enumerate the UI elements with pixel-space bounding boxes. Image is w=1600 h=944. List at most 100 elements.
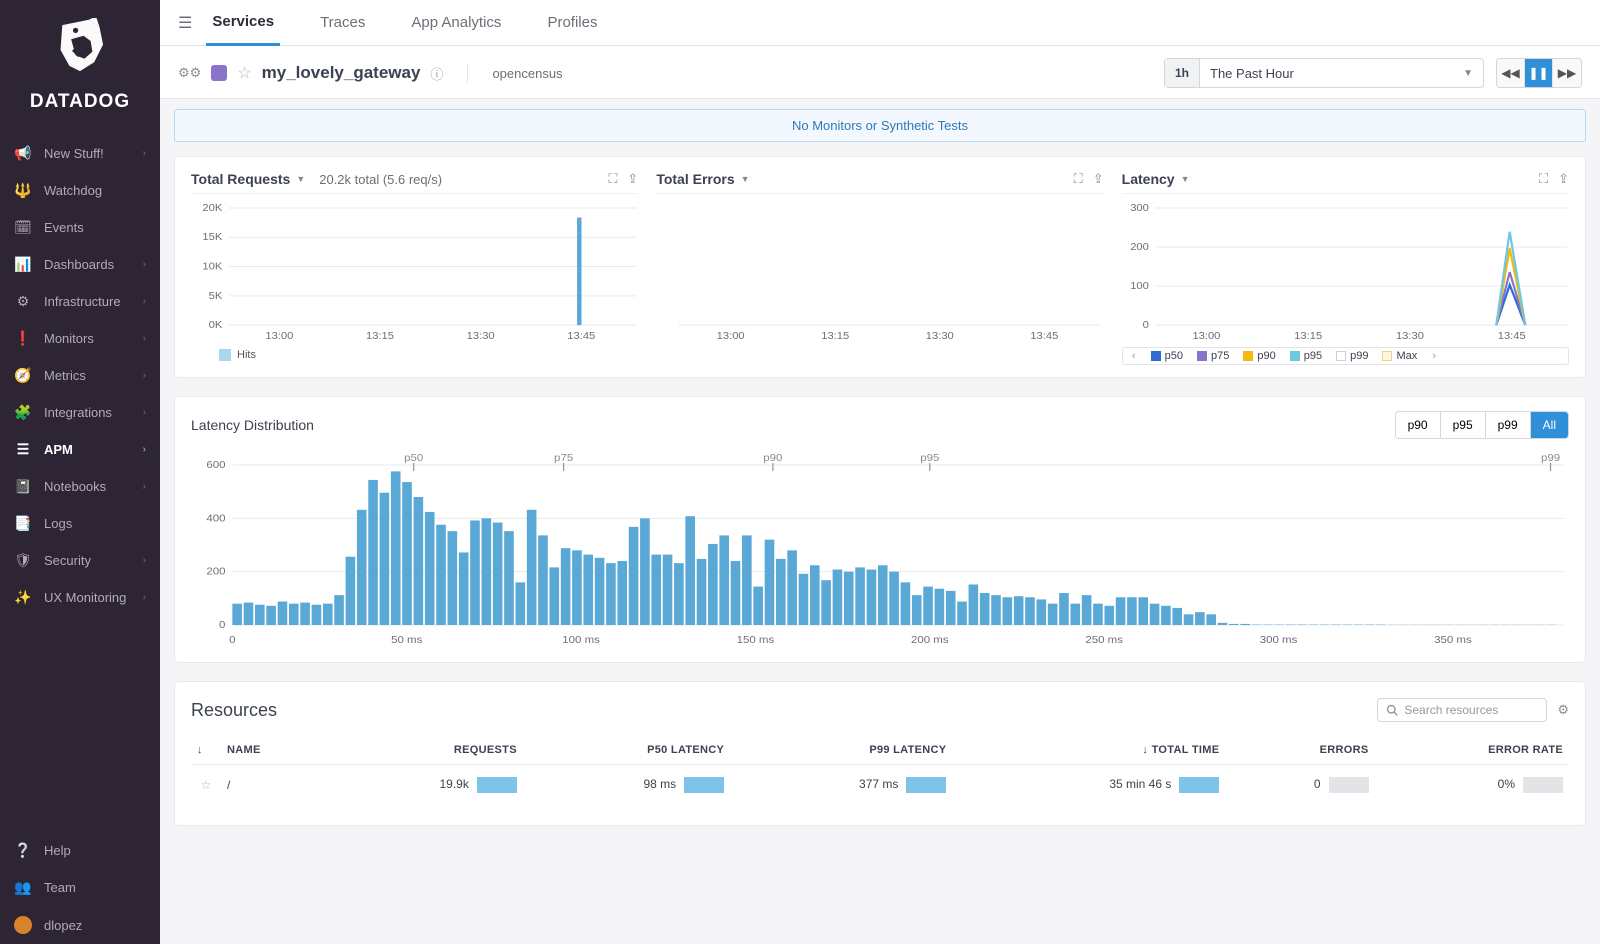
svg-text:p50: p50 xyxy=(404,453,423,464)
resources-panel: Resources Search resources ⚙ ↓NAMEREQUES… xyxy=(174,681,1586,826)
content-scroll: No Monitors or Synthetic Tests Total Req… xyxy=(160,99,1600,944)
legend-label: p99 xyxy=(1350,350,1368,362)
sidebar-item-ux-monitoring[interactable]: ✨UX Monitoring› xyxy=(0,579,160,616)
chevron-right-icon: › xyxy=(143,148,146,159)
column-header[interactable]: ERROR RATE xyxy=(1375,736,1569,765)
svg-text:13:00: 13:00 xyxy=(1192,331,1220,342)
nav-icon: ❔ xyxy=(14,842,32,859)
column-header[interactable]: ↓ xyxy=(191,736,221,765)
sidebar-item-team[interactable]: 👥Team xyxy=(0,869,160,906)
legend-prev-icon[interactable]: ‹ xyxy=(1127,350,1141,362)
nav-icon: 📓 xyxy=(14,478,32,495)
sidebar-item-security[interactable]: 🛡Security› xyxy=(0,542,160,579)
logo[interactable]: DATADOG xyxy=(0,0,160,127)
expand-icon[interactable]: ⛶ xyxy=(1074,171,1083,187)
sidebar-item-help[interactable]: ❔Help xyxy=(0,832,160,869)
sidebar-item-new-stuff-[interactable]: 📢New Stuff!› xyxy=(0,135,160,172)
legend-color-box xyxy=(1243,351,1253,361)
percentile-btn-all[interactable]: All xyxy=(1531,412,1568,438)
column-header[interactable]: ERRORS xyxy=(1225,736,1374,765)
percentile-btn-p90[interactable]: p90 xyxy=(1396,412,1441,438)
expand-icon[interactable]: ⛶ xyxy=(608,171,617,187)
chevron-down-icon[interactable]: ▼ xyxy=(296,174,305,184)
sidebar-item-metrics[interactable]: 🧭Metrics› xyxy=(0,357,160,394)
error-rate-cell: 0% xyxy=(1375,765,1569,806)
sidebar-user[interactable]: dlopez xyxy=(0,906,160,944)
requests-cell: 19.9k xyxy=(323,765,523,806)
sidebar-item-infrastructure[interactable]: ⚙Infrastructure› xyxy=(0,283,160,320)
svg-text:20K: 20K xyxy=(202,204,222,214)
p99-cell: 377 ms xyxy=(730,765,952,806)
percentile-btn-p95[interactable]: p95 xyxy=(1441,412,1486,438)
forward-button[interactable]: ▶▶ xyxy=(1553,59,1581,87)
settings-gears-icon[interactable]: ⚙⚙ xyxy=(178,65,201,81)
percentile-btn-p99[interactable]: p99 xyxy=(1486,412,1531,438)
rewind-button[interactable]: ◀◀ xyxy=(1497,59,1525,87)
legend-item-p95[interactable]: p95 xyxy=(1286,350,1326,362)
svg-text:600: 600 xyxy=(206,460,225,471)
sidebar-item-dashboards[interactable]: 📊Dashboards› xyxy=(0,246,160,283)
column-header[interactable]: ↓ TOTAL TIME xyxy=(952,736,1225,765)
sidebar-item-notebooks[interactable]: 📓Notebooks› xyxy=(0,468,160,505)
chart-total-errors: Total Errors ▼ ⛶ ⇪ 13:0013:1513:3013:45 xyxy=(656,171,1103,367)
column-header[interactable]: P99 LATENCY xyxy=(730,736,952,765)
legend-label: p50 xyxy=(1165,350,1183,362)
chevron-down-icon[interactable]: ▼ xyxy=(1181,174,1190,184)
export-icon[interactable]: ⇪ xyxy=(627,171,638,187)
sidebar-item-logs[interactable]: 📑Logs xyxy=(0,505,160,542)
tab-profiles[interactable]: Profiles xyxy=(541,0,603,46)
export-icon[interactable]: ⇪ xyxy=(1558,171,1569,187)
svg-text:0: 0 xyxy=(229,635,235,646)
latency-legend[interactable]: ‹ p50 p75 p90 p95 p99 Max › xyxy=(1122,347,1569,365)
gear-icon[interactable]: ⚙ xyxy=(1557,702,1569,718)
sidebar-item-events[interactable]: 🗓Events xyxy=(0,209,160,246)
chevron-down-icon[interactable]: ▼ xyxy=(741,174,750,184)
time-range-picker[interactable]: 1h The Past Hour ▼ xyxy=(1164,58,1484,88)
errors-plot[interactable]: 13:0013:1513:3013:45 xyxy=(656,204,1103,343)
column-header[interactable]: REQUESTS xyxy=(323,736,523,765)
legend-item-p90[interactable]: p90 xyxy=(1239,350,1279,362)
legend-item-p99[interactable]: p99 xyxy=(1332,350,1372,362)
chart-title[interactable]: Latency xyxy=(1122,171,1175,187)
chevron-right-icon: › xyxy=(143,333,146,344)
pause-button[interactable]: ❚❚ xyxy=(1525,59,1553,87)
export-icon[interactable]: ⇪ xyxy=(1093,171,1104,187)
tab-traces[interactable]: Traces xyxy=(314,0,371,46)
favorite-star-icon[interactable]: ☆ xyxy=(201,778,212,792)
sidebar-item-integrations[interactable]: 🧩Integrations› xyxy=(0,394,160,431)
legend-next-icon[interactable]: › xyxy=(1427,350,1441,362)
tab-services[interactable]: Services xyxy=(206,0,280,46)
expand-icon[interactable]: ⛶ xyxy=(1539,171,1548,187)
table-row[interactable]: ☆/19.9k98 ms377 ms35 min 46 s00% xyxy=(191,765,1569,806)
favorite-star-icon[interactable]: ☆ xyxy=(237,63,251,83)
nav-icon: ✨ xyxy=(14,589,32,606)
nav-label: Integrations xyxy=(44,405,112,420)
monitors-banner[interactable]: No Monitors or Synthetic Tests xyxy=(174,109,1586,142)
sidebar-item-monitors[interactable]: ❗Monitors› xyxy=(0,320,160,357)
column-header[interactable]: P50 LATENCY xyxy=(523,736,730,765)
distribution-plot[interactable]: 0200400600050 ms100 ms150 ms200 ms250 ms… xyxy=(191,449,1569,649)
chevron-right-icon: › xyxy=(143,259,146,270)
chart-title[interactable]: Total Requests xyxy=(191,171,290,187)
chart-title[interactable]: Total Errors xyxy=(656,171,734,187)
nav-label: Security xyxy=(44,553,91,568)
column-header[interactable]: NAME xyxy=(221,736,323,765)
legend-item-max[interactable]: Max xyxy=(1378,350,1421,362)
svg-text:200: 200 xyxy=(1130,242,1149,253)
info-icon[interactable]: ⓘ xyxy=(430,64,443,83)
sidebar-item-apm[interactable]: ☰APM› xyxy=(0,431,160,468)
filter-icon[interactable]: ☰ xyxy=(178,13,192,33)
legend-item-p75[interactable]: p75 xyxy=(1193,350,1233,362)
latency-plot[interactable]: 010020030013:0013:1513:3013:45 xyxy=(1122,204,1569,343)
svg-text:13:45: 13:45 xyxy=(567,331,595,342)
sidebar-item-watchdog[interactable]: 🔱Watchdog xyxy=(0,172,160,209)
requests-plot[interactable]: 0K5K10K15K20K13:0013:1513:3013:45 xyxy=(191,204,638,343)
service-color-chip[interactable] xyxy=(211,65,227,81)
resources-search-input[interactable]: Search resources xyxy=(1377,698,1547,722)
tab-app-analytics[interactable]: App Analytics xyxy=(405,0,507,46)
nav-icon: ☰ xyxy=(14,441,32,458)
chevron-right-icon: › xyxy=(143,296,146,307)
legend-item-p50[interactable]: p50 xyxy=(1147,350,1187,362)
apm-tabs: ☰ Services Traces App Analytics Profiles xyxy=(160,0,1600,46)
svg-text:5K: 5K xyxy=(209,290,223,301)
